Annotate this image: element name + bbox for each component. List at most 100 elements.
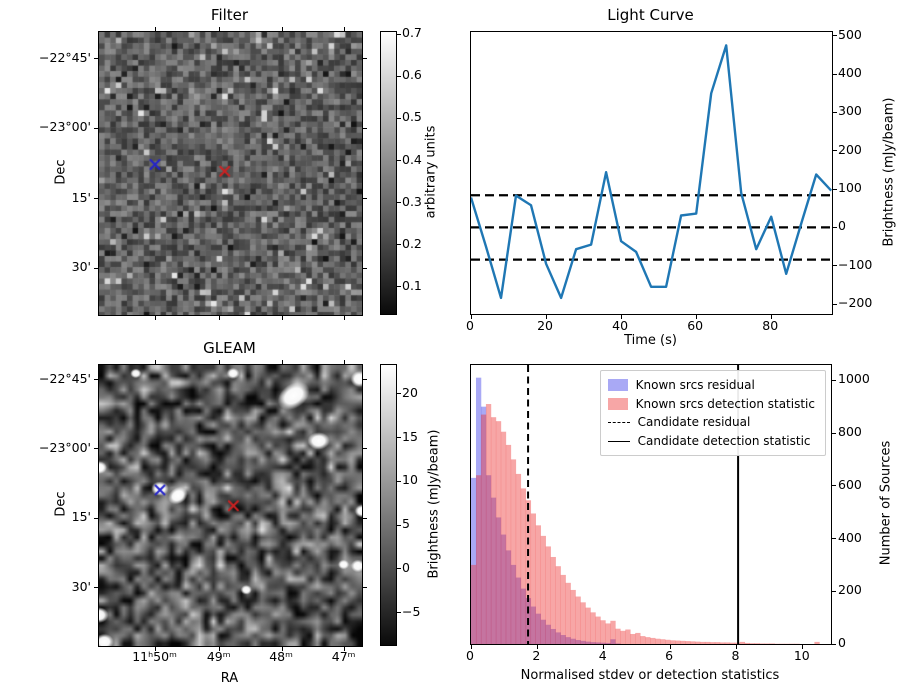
light-curve-panel: [470, 31, 837, 319]
hist-bar-series-1: [515, 473, 522, 644]
brightness-tick: [833, 265, 837, 267]
filter-ylabel: Dec: [53, 159, 69, 185]
hist-bar-series-1: [545, 546, 551, 644]
filter-noise-image: [99, 32, 362, 315]
count-tick-label: 800: [838, 424, 862, 440]
gleam-colorbar-tick-label: 20: [402, 384, 418, 400]
ra-tick: [155, 316, 157, 320]
brightness-tick-label: −100: [838, 256, 873, 272]
ra-tick: [155, 27, 157, 31]
light-curve-ylabel: Brightness (mJy/beam): [881, 97, 897, 247]
brightness-tick-label: 100: [838, 180, 862, 196]
hist-bar-series-1: [600, 620, 606, 644]
filter-colorbar-tick-label: 0.5: [402, 109, 422, 125]
legend-item-label: Known srcs residual: [635, 378, 755, 392]
hist-bar-series-0: [575, 640, 581, 644]
filter-colorbar: [380, 31, 401, 315]
brightness-tick-label: 500: [838, 26, 862, 42]
time-tick-label: 40: [612, 318, 629, 333]
stat-tick-label: 10: [793, 648, 810, 663]
hist-bar-series-0: [605, 642, 611, 644]
gleam-colorbar-tick-label: 5: [402, 516, 410, 532]
hist-bar-series-0: [560, 635, 566, 644]
ra-tick: [155, 647, 157, 651]
hist-bar-series-0: [555, 632, 561, 644]
gleam-colorbar-tick: [397, 612, 401, 614]
gleam-dec-tick: [363, 587, 367, 589]
hist-bar-series-0: [565, 637, 571, 644]
hist-bar-series-1: [744, 642, 751, 644]
hist-bar-series-1: [480, 414, 487, 644]
hist-bar-series-1: [635, 632, 641, 644]
histogram-legend: Known srcs residual Known srcs detection …: [599, 370, 826, 457]
hist-bar-series-1: [769, 643, 775, 644]
filter-colorbar-tick-label: 0.7: [402, 25, 422, 41]
gleam-dec-tick-label: 30': [71, 578, 91, 594]
hist-bar-series-0: [550, 628, 556, 644]
hist-bar-series-1: [749, 643, 755, 644]
gleam-colorbar-tick: [397, 480, 401, 482]
filter-colorbar-tick: [397, 244, 401, 246]
filter-colorbar-tick-label: 0.1: [402, 277, 422, 293]
legend-item: Known srcs detection statistic: [607, 395, 815, 414]
ra-tick: [219, 316, 221, 320]
hist-bar-series-1: [540, 535, 546, 644]
hist-bar-series-1: [535, 525, 541, 644]
hist-bar-series-1: [709, 642, 716, 644]
brightness-tick: [833, 188, 837, 190]
hist-bar-series-1: [530, 513, 536, 644]
hist-bar-series-0: [595, 642, 601, 644]
ra-tick: [219, 360, 221, 364]
filter-colorbar-tick-label: 0.6: [402, 67, 422, 83]
hist-bar-series-1: [759, 643, 765, 644]
stat-tick: [536, 645, 538, 649]
hist-bar-series-1: [704, 641, 711, 644]
hist-bar-series-0: [570, 638, 576, 644]
hist-bar-series-1: [625, 629, 631, 644]
hist-bar-series-0: [520, 588, 527, 644]
hist-bar-series-1: [495, 421, 502, 644]
stat-tick-label: 2: [532, 648, 541, 663]
time-tick-label: 80: [762, 318, 779, 333]
filter-dec-tick-label: 30': [71, 259, 91, 275]
count-tick: [832, 485, 836, 487]
stat-tick-label: 6: [665, 648, 674, 663]
gleam-dec-tick-label: −23°00': [39, 439, 91, 455]
count-tick: [832, 538, 836, 540]
brightness-tick: [833, 150, 837, 152]
hist-bar-series-0: [475, 377, 482, 644]
legend-item-label: Known srcs detection statistic: [635, 396, 815, 411]
legend-line-swatch: [607, 421, 630, 423]
ra-tick: [344, 27, 346, 31]
count-tick-label: 200: [838, 582, 862, 598]
hist-bar-series-0: [580, 640, 586, 644]
legend-line-swatch: [607, 440, 630, 442]
legend-item-label: Candidate residual: [637, 415, 751, 430]
ra-tick: [344, 360, 346, 364]
filter-dec-tick: [94, 198, 98, 200]
hist-bar-series-1: [520, 488, 527, 644]
time-tick: [695, 315, 697, 319]
gleam-dec-tick: [94, 517, 98, 519]
legend-item: Candidate residual: [607, 413, 815, 432]
brightness-tick: [833, 303, 837, 305]
hist-bar-series-1: [729, 642, 736, 644]
hist-bar-series-0: [610, 639, 616, 644]
hist-bar-series-1: [505, 444, 512, 644]
count-tick-label: 600: [838, 476, 862, 492]
gleam-colorbar-tick-label: 0: [402, 559, 410, 575]
filter-colorbar-tick: [397, 33, 401, 35]
brightness-tick: [833, 111, 837, 113]
hist-bar-series-1: [500, 431, 507, 644]
hist-bar-series-1: [510, 459, 517, 644]
hist-bar-series-1: [655, 638, 661, 644]
stat-tick-label: 4: [598, 648, 607, 663]
hist-bar-series-1: [645, 637, 651, 644]
hist-bar-series-1: [565, 582, 571, 644]
count-tick: [832, 590, 836, 592]
hist-bar-series-1: [471, 564, 477, 644]
gleam-colorbar-tick-label: 15: [402, 428, 418, 444]
filter-colorbar-tick: [397, 75, 401, 77]
brightness-tick: [833, 73, 837, 75]
